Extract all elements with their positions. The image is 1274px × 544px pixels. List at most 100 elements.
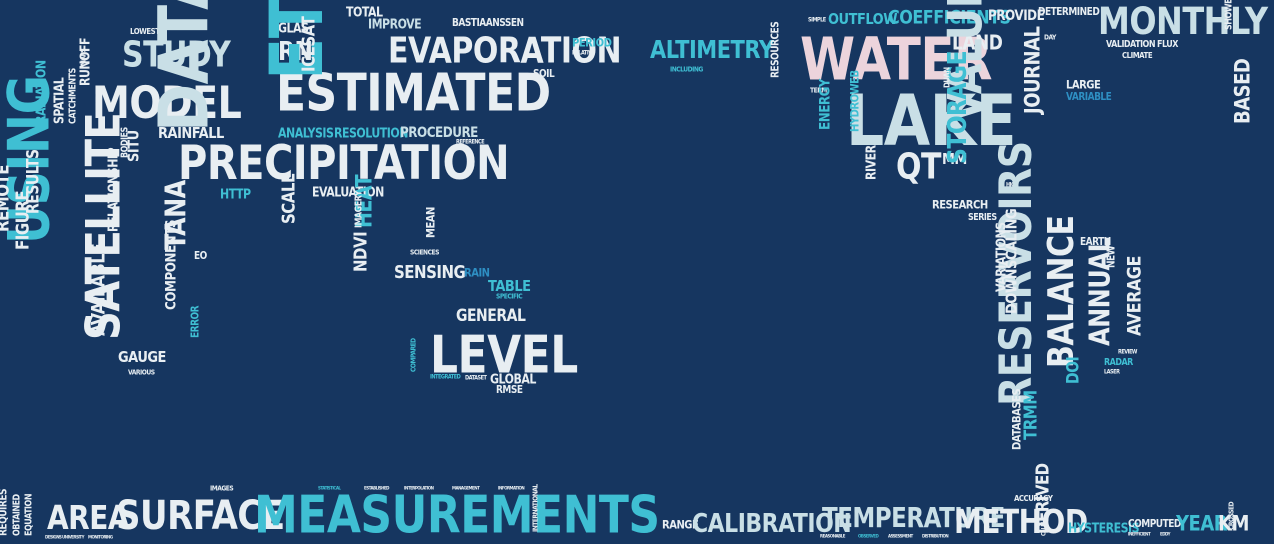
cloud-word-area: AREA	[47, 498, 130, 538]
cloud-word-water: WATER	[800, 25, 992, 94]
cloud-word-sensing: SENSING	[394, 261, 466, 283]
cloud-word-including: INCLUDING	[670, 65, 703, 75]
cloud-word-radar: RADAR	[1104, 356, 1133, 368]
cloud-word-maps: MAPS	[79, 48, 88, 66]
cloud-word-validation: VALIDATION	[1106, 38, 1156, 50]
cloud-word-earth: EARTH	[1080, 236, 1111, 249]
cloud-word-precipitation: PRECIPITATION	[178, 136, 510, 191]
cloud-word-designs: DESIGNS	[45, 533, 62, 540]
cloud-word-level: LEVEL	[430, 325, 578, 386]
cloud-word-error: ERROR	[190, 305, 202, 338]
cloud-word-large: LARGE	[1066, 78, 1101, 92]
cloud-word-remote: REMOTE	[0, 165, 14, 232]
cloud-word-series: SERIES	[968, 211, 997, 223]
cloud-word-trmm: TRMM	[1019, 390, 1042, 440]
cloud-word-relative: RELATIVE	[572, 49, 595, 57]
cloud-word-tana: TANA	[159, 180, 193, 250]
cloud-word-high: HIGH	[1006, 181, 1019, 189]
cloud-word-global: GLOBAL	[490, 371, 536, 388]
cloud-word-total: TOTAL	[346, 4, 383, 21]
cloud-word-integrated: INTEGRATED	[430, 373, 461, 381]
cloud-word-evaluation: EVALUATION	[312, 184, 384, 201]
cloud-word-improve: IMPROVE	[368, 16, 422, 33]
cloud-word-computed: COMPUTED	[1128, 518, 1181, 531]
cloud-word-specific: SPECIFIC	[496, 292, 523, 302]
cloud-word-review: REVIEW	[1118, 348, 1137, 356]
cloud-word-energy: ENERGY	[816, 79, 834, 130]
cloud-word-hydroweb: HYDROWEB	[849, 70, 862, 132]
cloud-word-rn: RN	[278, 37, 313, 68]
cloud-word-spatial: SPATIAL	[51, 77, 68, 124]
cloud-word-mm: MM	[942, 150, 967, 169]
cloud-word-resources: RESOURCES	[770, 21, 782, 78]
cloud-word-new: NEW	[1106, 245, 1118, 268]
cloud-word-scale: SCALE	[277, 173, 300, 224]
cloud-word-range: RANGE	[662, 518, 699, 532]
cloud-word-temperature: TEMPERATURE	[822, 503, 1005, 535]
cloud-word-average: AVERAGE	[1122, 256, 1146, 336]
cloud-word-general: GENERAL	[456, 306, 526, 326]
cloud-word-outflow: OUTFLOW	[828, 10, 898, 29]
cloud-word-coefficients: COEFFICIENTS	[888, 5, 1011, 29]
cloud-word-calm: CALM	[1040, 522, 1048, 536]
cloud-word-http: HTTP	[220, 186, 251, 203]
cloud-word-land: LAND	[952, 31, 1003, 56]
cloud-word-mean: MEAN	[425, 207, 438, 238]
cloud-word-surface: SURFACE	[116, 492, 285, 540]
cloud-word-year: YEAR	[1176, 511, 1228, 537]
cloud-word-doi: DOI	[1064, 356, 1084, 384]
cloud-word-catchments: CATCHMENTS	[67, 68, 78, 124]
cloud-word-provide: PROVIDE	[988, 6, 1045, 24]
cloud-word-inefficient: INEFFICIENT	[1128, 530, 1151, 537]
cloud-word-laser: LASER	[1104, 368, 1120, 376]
cloud-word-images: IMAGES	[210, 484, 234, 494]
cloud-word-variations: VARIATIONS	[993, 222, 1010, 292]
cloud-word-compared: COMPARED	[409, 338, 418, 372]
cloud-word-gauge: GAUGE	[118, 348, 166, 367]
cloud-word-rainfall: RAINFALL	[158, 124, 224, 143]
cloud-word-established: ESTABLISHED	[364, 484, 390, 491]
cloud-word-determined: DETERMINED	[1038, 6, 1100, 19]
cloud-word-lake: LAKE	[846, 80, 1017, 163]
cloud-word-research: RESEARCH	[932, 198, 988, 212]
cloud-word-flux: FLUX	[1157, 38, 1178, 50]
cloud-word-assessment: ASSESSMENT	[888, 532, 913, 539]
cloud-word-analysis: ANALYSIS	[278, 125, 334, 142]
cloud-word-duan: DUAN	[942, 67, 952, 88]
cloud-word-rmse: RMSE	[496, 384, 523, 397]
cloud-word-eddy: EDDY	[1160, 530, 1170, 537]
cloud-word-monitoring: MONITORING	[88, 533, 113, 540]
cloud-word-crossed: CROSSED	[1227, 501, 1236, 530]
cloud-word-interpolation: INTERPOLATION	[404, 484, 434, 491]
cloud-word-based: BASED	[1230, 58, 1256, 124]
cloud-word-radiation: RADIATION	[33, 60, 50, 124]
cloud-word-bastiaanssen: BASTIAANSSEN	[452, 17, 524, 30]
cloud-word-reasonable: REASONABLE	[820, 532, 845, 539]
cloud-word-km: KM	[1218, 511, 1249, 537]
cloud-word-day: DAY	[1044, 33, 1056, 43]
cloud-word-resolution: RESOLUTION	[334, 125, 408, 142]
cloud-word-rain: RAIN	[464, 266, 490, 280]
cloud-word-table: TABLE	[488, 277, 531, 296]
cloud-word-showed: SHOWED	[1223, 0, 1234, 30]
cloud-word-ndvi: NDVI	[349, 231, 372, 272]
cloud-word-various: VARIOUS	[128, 368, 155, 378]
cloud-word-imagery: IMAGERY	[353, 190, 364, 228]
cloud-word-term: TERM	[810, 86, 827, 96]
cloud-word-river: RIVER	[863, 145, 880, 180]
cloud-word-procedure: PROCEDURE	[400, 123, 478, 141]
cloud-word-calibration: CALIBRATION	[692, 509, 852, 540]
cloud-word-climate: CLIMATE	[1122, 50, 1153, 61]
cloud-word-method: METHOD	[954, 502, 1088, 542]
cloud-word-measurements: MEASUREMENTS	[254, 485, 660, 544]
cloud-word-relationship: RELATIONSHIP	[105, 147, 122, 232]
cloud-word-requires: REQUIRES	[0, 489, 10, 536]
cloud-word-glas: GLAS	[278, 20, 309, 37]
cloud-word-available: AVAILABLE	[86, 243, 110, 336]
cloud-word-study: STUDY	[122, 34, 231, 76]
cloud-word-hysteresis: HYSTERESIS	[1068, 520, 1140, 537]
cloud-word-distribution: DISTRIBUTION	[922, 532, 949, 539]
cloud-word-altimetry: ALTIMETRY	[650, 35, 774, 64]
cloud-word-balance: BALANCE	[1041, 215, 1083, 368]
